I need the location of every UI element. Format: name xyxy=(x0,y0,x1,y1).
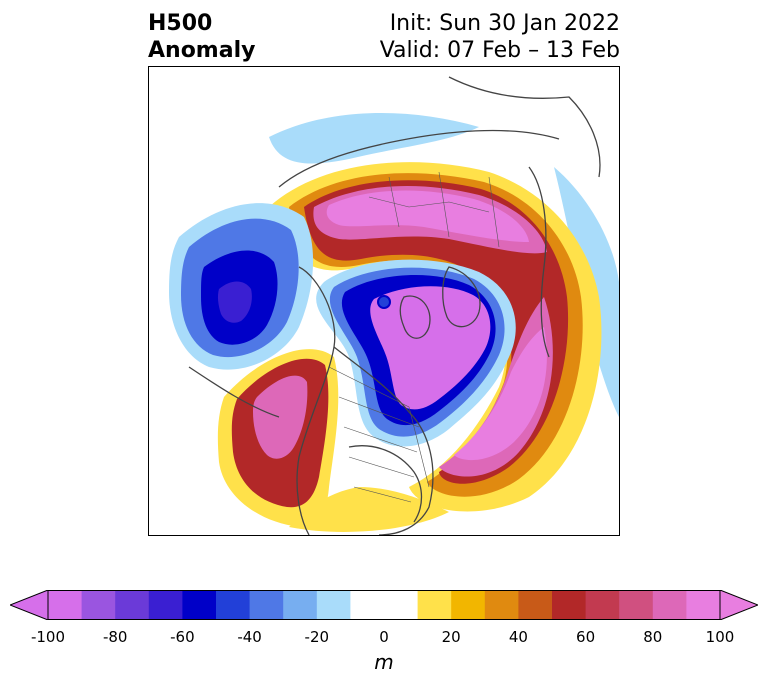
colorbar-segment xyxy=(48,590,83,620)
colorbar-under-arrow xyxy=(10,590,49,620)
anomaly-map xyxy=(148,66,620,536)
colorbar-segment xyxy=(148,590,183,620)
colorbar-unit-label: m xyxy=(374,650,394,674)
colorbar-tick-label: -80 xyxy=(102,628,128,646)
init-date-label: Init: Sun 30 Jan 2022 xyxy=(389,11,620,36)
colorbar-segment xyxy=(451,590,486,620)
colorbar-tick-label: -100 xyxy=(30,628,66,646)
colorbar-outline xyxy=(47,590,721,620)
colorbar-tick-label: 20 xyxy=(441,628,461,646)
anomaly-region-pos-atlantic-core xyxy=(439,297,553,477)
colorbar-segment xyxy=(283,590,318,620)
arctic-low-center-marker xyxy=(377,295,391,309)
colorbar-segment xyxy=(552,590,587,620)
colorbar-tick-label: 100 xyxy=(705,628,735,646)
valid-range-label: Valid: 07 Feb – 13 Feb xyxy=(379,38,620,63)
variable-name: H500 xyxy=(148,11,213,36)
colorbar-tick-label: -40 xyxy=(237,628,262,646)
variable-type: Anomaly xyxy=(148,38,256,63)
colorbar-tick-label: 80 xyxy=(643,628,663,646)
colorbar-tick-label: 40 xyxy=(508,628,528,646)
colorbar-segment xyxy=(81,590,116,620)
coastlines xyxy=(188,76,601,535)
colorbar xyxy=(10,590,758,620)
colorbar-segment xyxy=(384,590,419,620)
colorbar-segment xyxy=(115,590,150,620)
political-borders xyxy=(328,171,500,503)
colorbar-segment xyxy=(484,590,519,620)
colorbar-tick-label: 60 xyxy=(576,628,596,646)
colorbar-tick-label: -20 xyxy=(304,628,330,646)
colorbar-segment xyxy=(518,590,553,620)
colorbar-over-arrow xyxy=(719,590,758,620)
colorbar-segment xyxy=(316,590,351,620)
map-title-variable: H500 Anomaly xyxy=(148,10,255,64)
anomaly-region-pos-south-band xyxy=(289,487,449,532)
colorbar-segment xyxy=(585,590,620,620)
colorbar-segment xyxy=(619,590,654,620)
colorbar-segment xyxy=(350,590,385,620)
anomaly-region-neg-north-ring xyxy=(269,113,479,164)
colorbar-tick-label: -60 xyxy=(170,628,195,646)
colorbar-segment xyxy=(417,590,452,620)
map-title-dates: Init: Sun 30 Jan 2022 Valid: 07 Feb – 13… xyxy=(380,10,620,64)
colorbar-segment xyxy=(182,590,217,620)
colorbar-segment xyxy=(652,590,687,620)
anomaly-region-pos-atlantic-max xyxy=(454,327,547,461)
colorbar-segment xyxy=(686,590,721,620)
colorbar-tick-label: 0 xyxy=(379,628,389,646)
anomaly-region-pos-siberia-max xyxy=(326,190,529,242)
anomaly-map-svg xyxy=(169,76,619,535)
anomaly-region-neg-pacific-core xyxy=(217,281,252,323)
colorbar-segment xyxy=(249,590,284,620)
colorbar-segment xyxy=(216,590,251,620)
anomaly-region-pos-alaska-core xyxy=(253,375,308,459)
